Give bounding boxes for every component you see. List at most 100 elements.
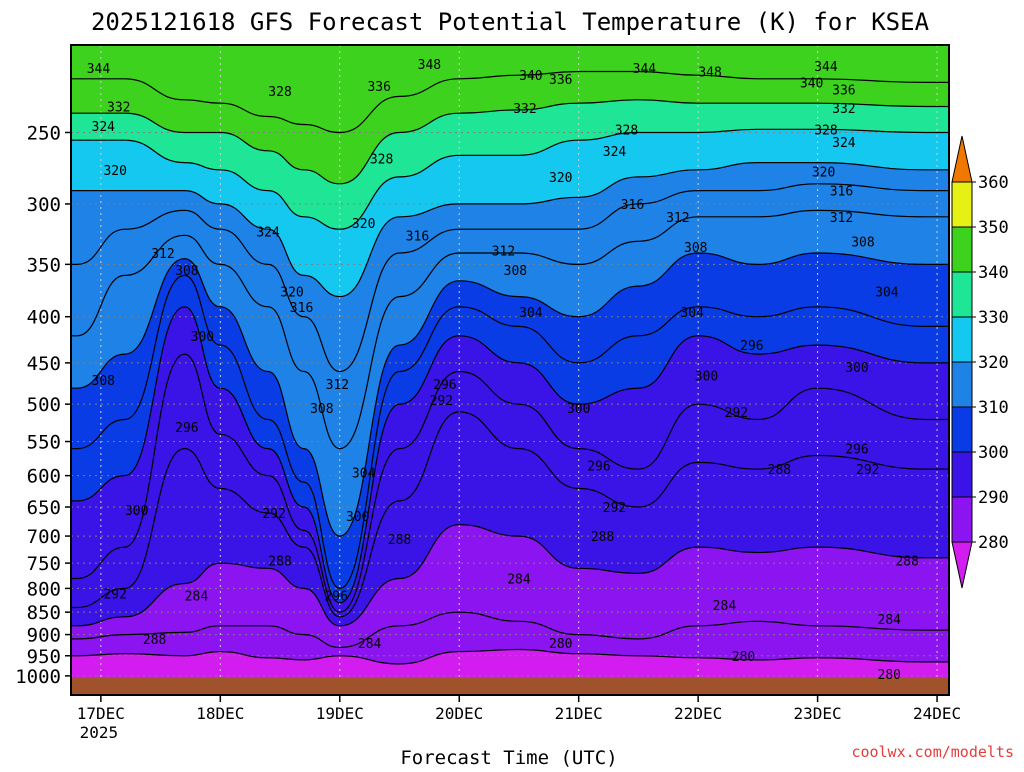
- colorbar-segment-350: [951, 181, 973, 228]
- colorbar-label-360: 360: [978, 173, 1009, 193]
- contour-label-296: 296: [433, 378, 456, 393]
- contour-label-328: 328: [370, 152, 393, 167]
- contour-label-316: 316: [621, 198, 644, 213]
- x-tick-label-19DEC: 19DEC: [316, 704, 364, 723]
- colorbar-max-arrow: [951, 135, 973, 183]
- contour-label-300: 300: [125, 504, 148, 519]
- contour-label-292: 292: [262, 507, 285, 522]
- contour-label-292: 292: [603, 501, 626, 516]
- contour-label-332: 332: [832, 102, 855, 117]
- contour-label-288: 288: [768, 463, 791, 478]
- contour-label-348: 348: [698, 66, 721, 81]
- chart-title: 2025121618 GFS Forecast Potential Temper…: [91, 8, 930, 36]
- colorbar-label-310: 310: [978, 398, 1009, 418]
- contour-label-280: 280: [878, 668, 901, 683]
- contour-line-316: [71, 183, 949, 373]
- contour-label-316: 316: [830, 185, 853, 200]
- axes: 2503003504004505005506006507007508008509…: [15, 44, 961, 742]
- plot-fill: [71, 45, 949, 695]
- contour-line-284: [71, 611, 949, 649]
- credit-link[interactable]: coolwx.com/modelts: [851, 743, 1014, 761]
- colorbar-label-280: 280: [978, 533, 1009, 553]
- colorbar-label-350: 350: [978, 218, 1009, 238]
- contour-lines: [71, 70, 949, 694]
- contour-label-332: 332: [513, 102, 536, 117]
- contour-label-320: 320: [812, 165, 835, 180]
- x-tick-label-23DEC: 23DEC: [794, 704, 842, 723]
- y-tick-label-900: 900: [27, 625, 61, 647]
- contour-label-312: 312: [492, 245, 515, 260]
- contour-label-288: 288: [388, 533, 411, 548]
- contour-label-304: 304: [519, 306, 543, 321]
- contour-label-288: 288: [268, 554, 291, 569]
- contour-label-300: 300: [567, 402, 590, 417]
- contour-line-344: [71, 70, 949, 134]
- contour-line-320: [71, 161, 949, 298]
- x-tick-label-22DEC: 22DEC: [674, 704, 722, 723]
- contour-label-324: 324: [92, 120, 116, 135]
- contour-label-300: 300: [695, 370, 718, 385]
- contour-line-328: [71, 128, 949, 230]
- contour-label-340: 340: [800, 76, 823, 91]
- y-tick-label-250: 250: [27, 122, 61, 144]
- contour-label-304: 304: [680, 306, 704, 321]
- x-tick-label-17DEC: 17DEC: [77, 704, 125, 723]
- contour-label-336: 336: [832, 83, 855, 98]
- contour-label-284: 284: [878, 613, 902, 628]
- theta-contours: [71, 70, 949, 694]
- contour-label-308: 308: [504, 264, 527, 279]
- y-tick-label-750: 750: [27, 553, 61, 575]
- x-axis-label: Forecast Time (UTC): [400, 747, 617, 768]
- x-tick-sublabel: 2025: [80, 723, 119, 742]
- contour-label-328: 328: [814, 123, 837, 138]
- x-tick-label-20DEC: 20DEC: [435, 704, 483, 723]
- contour-label-280: 280: [732, 650, 755, 665]
- contour-label-308: 308: [310, 402, 333, 417]
- colorbar-label-330: 330: [978, 308, 1009, 328]
- contour-label-312: 312: [151, 247, 174, 262]
- colorbar: 280 290 300 310 320 330 340 350 360: [951, 135, 1009, 589]
- contour-label-348: 348: [418, 58, 441, 73]
- contour-label-328: 328: [615, 123, 638, 138]
- contour-label-332: 332: [107, 101, 130, 116]
- contour-label-296: 296: [324, 590, 347, 605]
- contour-label-316: 316: [406, 229, 429, 244]
- contour-label-328: 328: [268, 85, 291, 100]
- contour-label-320: 320: [549, 171, 572, 186]
- contour-line-300: [71, 306, 949, 604]
- contour-label-344: 344: [87, 62, 111, 77]
- colorbar-label-290: 290: [978, 488, 1009, 508]
- contour-label-284: 284: [713, 599, 737, 614]
- contour-label-312: 312: [666, 211, 689, 226]
- contour-label-300: 300: [191, 330, 214, 345]
- contour-line-304: [71, 274, 949, 590]
- contour-label-344: 344: [814, 60, 838, 75]
- colorbar-segment-320: [951, 316, 973, 363]
- colorbar-segment-330: [951, 271, 973, 318]
- colorbar-segment-290: [951, 451, 973, 498]
- y-tick-label-500: 500: [27, 394, 61, 416]
- contour-line-336: [71, 99, 949, 185]
- contour-label-308: 308: [92, 374, 115, 389]
- contour-line-296: [71, 353, 949, 613]
- contour-label-320: 320: [103, 164, 126, 179]
- y-tick-label-400: 400: [27, 307, 61, 329]
- y-tick-label-600: 600: [27, 466, 61, 488]
- y-tick-label-550: 550: [27, 432, 61, 454]
- contour-label-296: 296: [587, 460, 610, 475]
- contour-line-292: [71, 411, 949, 618]
- x-tick-label-24DEC: 24DEC: [913, 704, 961, 723]
- y-tick-label-950: 950: [27, 646, 61, 668]
- y-tick-label-700: 700: [27, 526, 61, 548]
- contour-label-300: 300: [845, 361, 868, 376]
- contour-label-292: 292: [103, 587, 126, 602]
- contour-label-304: 304: [352, 466, 376, 481]
- contour-label-292: 292: [430, 394, 453, 409]
- y-tick-label-850: 850: [27, 602, 61, 624]
- contour-label-288: 288: [143, 633, 166, 648]
- contour-label-320: 320: [280, 285, 303, 300]
- contour-label-304: 304: [875, 285, 899, 300]
- contour-label-292: 292: [725, 406, 748, 421]
- contour-label-308: 308: [684, 241, 707, 256]
